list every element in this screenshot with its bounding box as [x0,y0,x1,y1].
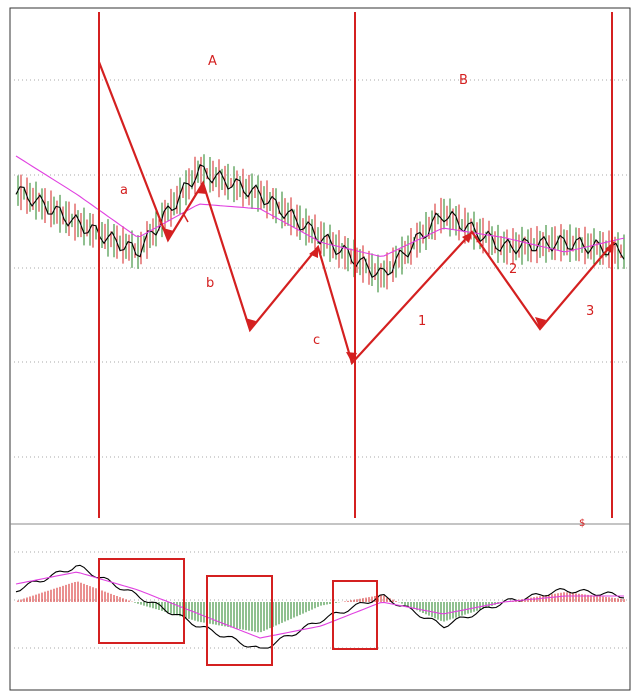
indicator-box-2 [206,575,273,666]
wave-arrowhead [245,318,256,330]
grid [14,79,628,649]
wave-label-c: c [313,333,320,348]
price-series-line [15,164,625,279]
wave-arrowhead [462,232,472,243]
wave-arrowhead [535,317,546,329]
chart-frame [9,7,631,691]
wave-label-A: A [208,54,217,69]
indicator-box-3 [332,580,378,650]
wave-arrowhead [196,183,207,194]
price-series-line [15,155,625,257]
wave-label-a: a [120,183,128,198]
indicator-series-line [15,571,624,639]
wave-label-2: 2 [509,262,517,277]
wave-arrowhead [346,352,357,363]
wave-label-b: b [206,276,214,291]
indicator-histogram [17,581,625,633]
wave-label-1: 1 [418,314,426,329]
indicator-box-1 [98,558,185,644]
marker-label: $ [579,518,585,529]
wave-arrowhead [163,228,174,240]
wave-tick [182,212,189,223]
indicator-series-line [15,564,625,649]
wave-arrowhead [605,242,614,254]
series-lines [15,155,625,649]
wave-label-3: 3 [586,304,594,319]
wave-arrowhead [309,247,318,258]
volume-bars [17,154,625,293]
wave-label-B: B [459,73,468,88]
